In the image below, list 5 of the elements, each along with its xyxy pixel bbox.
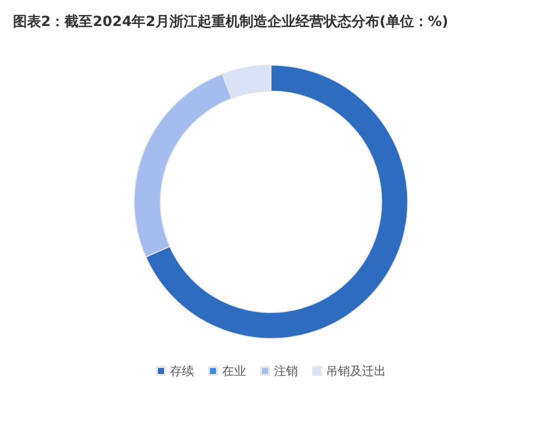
legend-label: 吊销及迁出 bbox=[326, 364, 386, 378]
legend-label: 注销 bbox=[274, 364, 298, 378]
chart-title: 图表2：截至2024年2月浙江起重机制造企业经营状态分布(单位：%) bbox=[13, 14, 448, 30]
legend-label: 在业 bbox=[222, 364, 246, 378]
legend-label: 存续 bbox=[170, 364, 194, 378]
